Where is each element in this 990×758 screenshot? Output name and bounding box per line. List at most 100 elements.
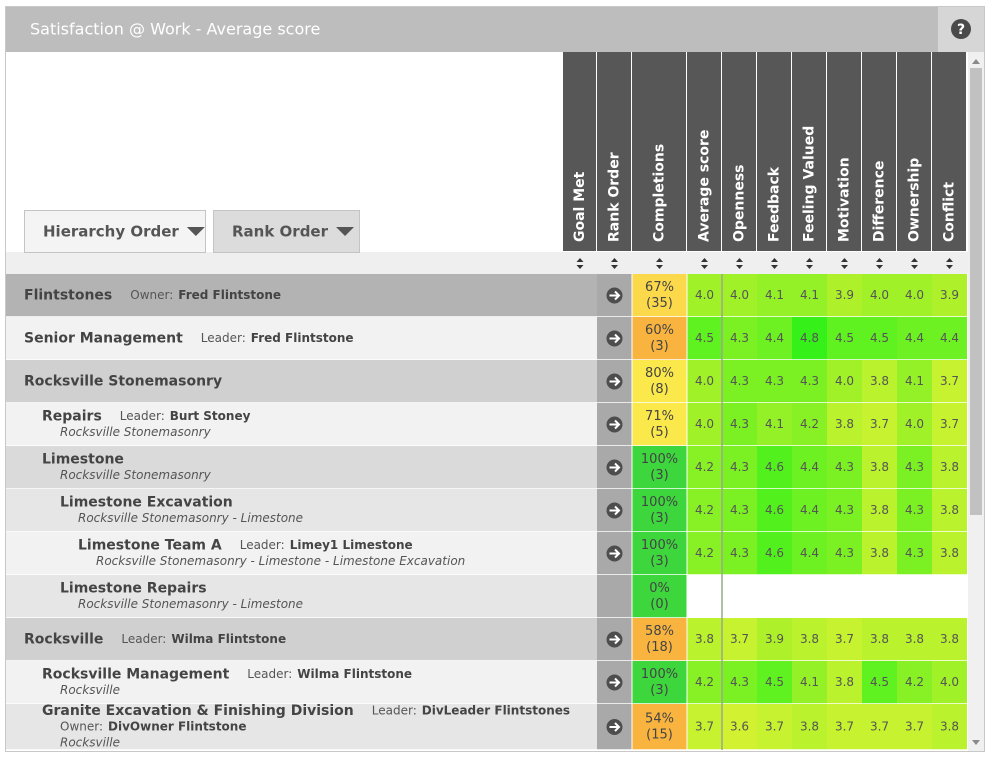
row[interactable]	[6, 274, 597, 317]
score: 4.0	[905, 288, 924, 302]
sort-icon[interactable]	[911, 258, 918, 269]
tab[interactable]	[24, 210, 206, 253]
tab-label[interactable]: Rank Order	[232, 223, 329, 241]
sort-icon[interactable]	[701, 258, 708, 269]
score-cell	[757, 489, 792, 532]
row[interactable]	[6, 317, 597, 360]
rank-arrow[interactable]	[609, 333, 621, 344]
score-cell	[932, 618, 967, 661]
column-label[interactable]: Ownership	[907, 158, 923, 242]
help-text[interactable]: ?	[957, 22, 965, 38]
row-name[interactable]: Flintstones	[24, 288, 112, 304]
column-label[interactable]: Conflict	[942, 182, 958, 242]
row[interactable]	[6, 532, 597, 575]
person-name: Fred Flintstone	[178, 288, 281, 302]
score: 3.7	[870, 720, 889, 734]
column-header[interactable]	[827, 52, 861, 251]
row-name[interactable]: Limestone Repairs	[60, 581, 207, 597]
score-cell	[827, 274, 862, 317]
score-cell	[757, 403, 792, 446]
tab-label[interactable]: Hierarchy Order	[43, 223, 179, 241]
row[interactable]	[6, 618, 597, 661]
column-header[interactable]	[757, 52, 791, 251]
column-label[interactable]: Feedback	[767, 166, 783, 242]
column-label[interactable]: Average score	[697, 130, 713, 242]
row-name[interactable]: Limestone	[42, 452, 124, 468]
rank-arrow[interactable]	[609, 462, 621, 473]
rank-arrow[interactable]	[609, 419, 621, 430]
score-cell	[792, 446, 827, 489]
completion: 54%	[645, 712, 674, 727]
row-name[interactable]: Repairs	[42, 409, 102, 425]
sort-icon[interactable]	[576, 258, 584, 269]
column-label[interactable]: Rank Order	[607, 152, 623, 242]
column-header[interactable]	[722, 52, 756, 251]
score-cell	[862, 360, 897, 403]
rank-arrow[interactable]	[609, 505, 621, 516]
scroll-down[interactable]	[972, 740, 980, 745]
column-header[interactable]	[563, 52, 596, 251]
row-name[interactable]: Granite Excavation & Finishing Division	[42, 703, 354, 719]
sort-icon[interactable]	[736, 258, 743, 269]
row[interactable]	[6, 489, 597, 532]
score-cell	[897, 446, 932, 489]
row-name[interactable]: Rocksville Stonemasonry	[24, 374, 222, 390]
completion: 60%	[645, 323, 674, 338]
row-name[interactable]: Rocksville	[24, 632, 103, 648]
tab[interactable]	[213, 210, 360, 253]
scroll-thumb[interactable]	[970, 68, 982, 515]
row[interactable]	[6, 360, 597, 403]
row[interactable]	[6, 704, 597, 750]
column-label[interactable]: Feeling Valued	[802, 126, 818, 242]
scroll-up[interactable]	[972, 59, 980, 64]
column-label[interactable]: Openness	[732, 164, 748, 242]
score-cell	[722, 446, 757, 489]
column-label[interactable]: Completions	[652, 144, 668, 242]
sort-icon[interactable]	[656, 258, 663, 269]
row[interactable]	[6, 575, 597, 618]
column-header[interactable]	[597, 52, 631, 251]
score-cell	[687, 532, 722, 575]
tab-caret[interactable]	[336, 227, 355, 236]
sort-icon[interactable]	[611, 258, 618, 269]
rank-arrow[interactable]	[609, 634, 621, 645]
row-name[interactable]: Limestone Team A	[78, 538, 222, 554]
score-cell	[827, 489, 862, 532]
row-name[interactable]: Rocksville Management	[42, 667, 230, 683]
rank-arrow[interactable]	[609, 722, 621, 732]
row[interactable]	[6, 403, 597, 446]
score-cell	[827, 532, 862, 575]
column-header[interactable]	[792, 52, 826, 251]
column-label[interactable]: Goal Met	[572, 171, 588, 242]
rank-arrow[interactable]	[609, 677, 621, 688]
rank-arrow[interactable]	[609, 376, 621, 387]
score-cell	[792, 532, 827, 575]
row-name[interactable]: Limestone Excavation	[60, 495, 233, 511]
row-path: Rocksville Stonemasonry	[60, 425, 212, 439]
sort-icon[interactable]	[876, 258, 883, 269]
column-header[interactable]	[687, 52, 721, 251]
sort-icon[interactable]	[806, 258, 813, 269]
column-header[interactable]	[862, 52, 896, 251]
column-header[interactable]	[897, 52, 931, 251]
score: 3.6	[730, 720, 749, 734]
score-cell	[862, 532, 897, 575]
column-label[interactable]: Difference	[872, 161, 888, 242]
rank-arrow[interactable]	[609, 290, 621, 301]
column-header[interactable]	[632, 52, 686, 251]
column-label[interactable]: Motivation	[837, 157, 853, 242]
column-header[interactable]	[932, 52, 966, 251]
score-cell	[687, 618, 722, 661]
sort-icon[interactable]	[771, 258, 778, 269]
sort-icon[interactable]	[946, 258, 953, 269]
row[interactable]	[6, 446, 597, 489]
score-cell	[932, 704, 967, 750]
score: 4.6	[765, 546, 784, 560]
tab-caret[interactable]	[186, 227, 205, 236]
rank-arrow[interactable]	[609, 548, 621, 559]
row-name[interactable]: Senior Management	[24, 331, 183, 347]
sort-icon[interactable]	[841, 258, 848, 269]
help-icon[interactable]	[951, 19, 971, 39]
row[interactable]	[6, 661, 597, 704]
score: 4.3	[835, 546, 854, 560]
